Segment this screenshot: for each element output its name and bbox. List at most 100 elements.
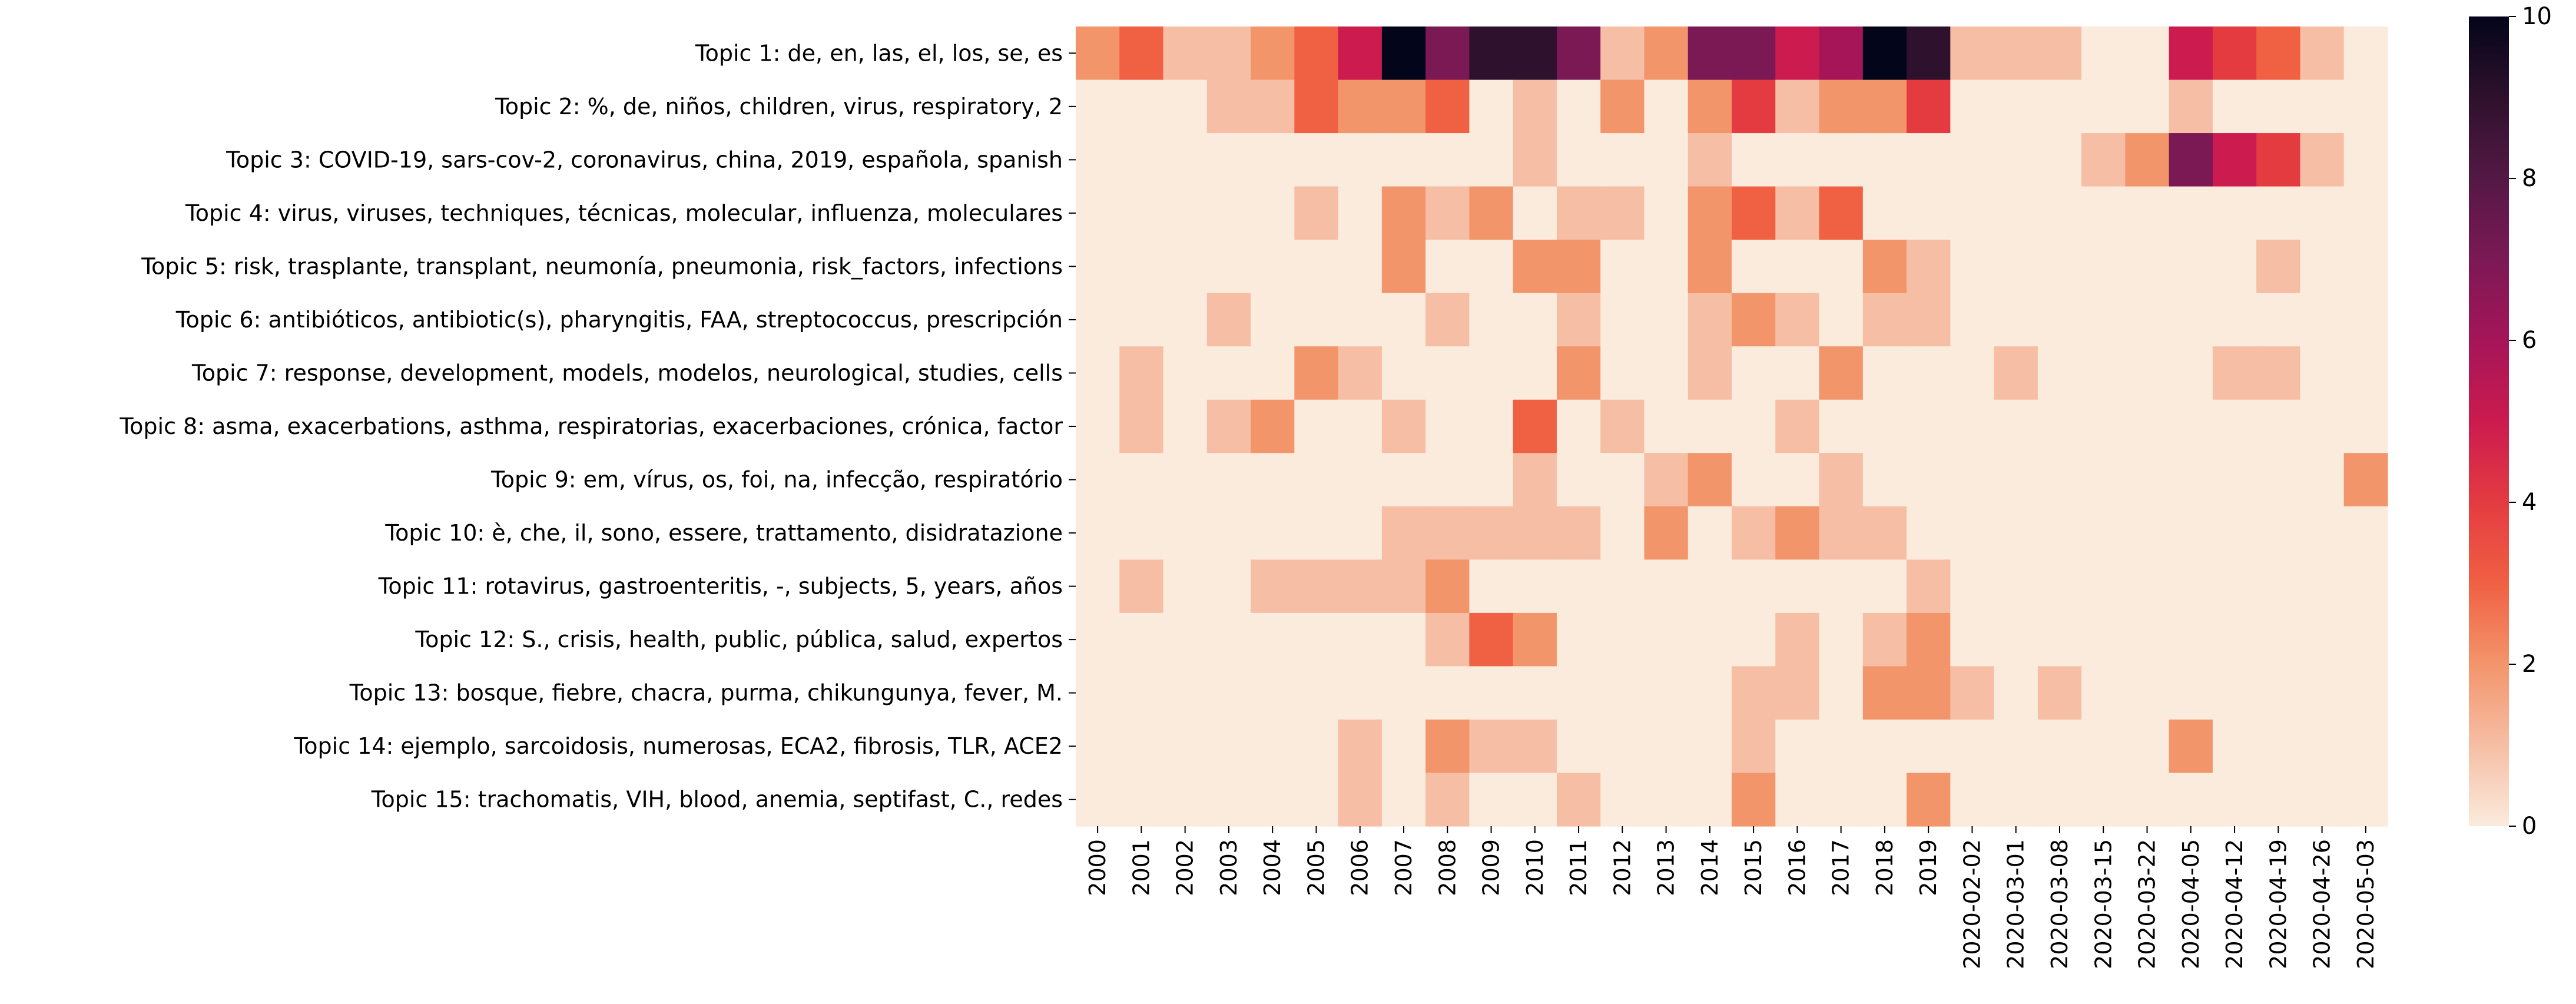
heatmap-cell [1862,666,1907,720]
heatmap-cell [2081,293,2126,347]
heatmap-cell [2037,186,2082,240]
row-label: Topic 6: antibióticos, antibiotic(s), ph… [175,307,1063,333]
heatmap-cell [1907,559,1951,614]
column-label: 2007 [1391,839,1417,896]
heatmap-cell [1819,399,1864,453]
heatmap-cell [1425,346,1470,400]
heatmap-cell [1907,612,1951,667]
heatmap-cell [1862,186,1907,240]
heatmap-cell [2343,133,2388,187]
heatmap-cell [2212,453,2257,507]
heatmap-cell [2037,773,2082,827]
heatmap-cell [1600,293,1645,347]
heatmap-cell [1600,506,1645,560]
heatmap-cell [1644,719,1689,774]
heatmap-cell [1294,559,1339,614]
column-label: 2020-04-19 [2265,839,2291,969]
heatmap-cell [1338,773,1383,827]
heatmap-cell [1381,773,1426,827]
heatmap-cell [2125,719,2170,774]
heatmap-cell [1556,240,1601,294]
heatmap-cell [1119,559,1164,614]
heatmap-cell [2256,186,2301,240]
heatmap-cell [2256,240,2301,294]
heatmap-cell [1600,719,1645,774]
heatmap-cell [1338,453,1383,507]
colorbar-tick-label: 8 [2522,165,2537,192]
heatmap-cell [1732,719,1776,774]
heatmap-cell [1862,26,1907,81]
heatmap-cell [1206,79,1251,134]
heatmap-cell [2300,612,2345,667]
heatmap-cell [1469,26,1514,81]
heatmap-cell [2212,399,2257,453]
heatmap-cell [1907,240,1951,294]
row-label: Topic 2: %, de, niños, children, virus, … [495,94,1063,120]
heatmap-cell [1206,240,1251,294]
heatmap-cell [2212,773,2257,827]
column-label: 2005 [1303,839,1329,896]
heatmap-cell [2081,773,2126,827]
row-label: Topic 15: trachomatis, VIH, blood, anemi… [371,787,1063,813]
heatmap-cell [1775,133,1820,187]
heatmap-cell [2343,26,2388,81]
column-label: 2019 [1915,839,1941,896]
heatmap-cell [1119,186,1164,240]
heatmap-cell [1076,773,1120,827]
colorbar-tick-label: 4 [2522,489,2537,516]
heatmap-cell [1381,79,1426,134]
column-label: 2020-04-05 [2178,839,2204,969]
heatmap-cell [2125,186,2170,240]
heatmap-cell [1163,559,1208,614]
heatmap-cell [2037,79,2082,134]
row-label: Topic 12: S., crisis, health, public, pú… [415,627,1063,652]
heatmap-cell [1206,719,1251,774]
heatmap-cell [1381,719,1426,774]
column-label: 2008 [1434,839,1460,896]
heatmap-cell [1251,719,1295,774]
heatmap-cell [2037,293,2082,347]
heatmap-cell [2169,240,2213,294]
heatmap-cell [1469,293,1514,347]
heatmap-cell [2169,453,2213,507]
heatmap-cell [1819,240,1864,294]
heatmap-cell [1163,453,1208,507]
column-label: 2013 [1653,839,1679,896]
heatmap-cell [1338,666,1383,720]
heatmap-cell [1119,719,1164,774]
heatmap-cell [2169,666,2213,720]
heatmap-cell [2125,240,2170,294]
heatmap-cell [2169,773,2213,827]
heatmap-cell [1513,612,1557,667]
heatmap-cell [1513,133,1557,187]
heatmap-cell [2037,612,2082,667]
heatmap-cell [2125,133,2170,187]
heatmap-cell [1513,79,1557,134]
heatmap-cell [1819,506,1864,560]
heatmap-cell [1600,133,1645,187]
heatmap-cell [1600,559,1645,614]
heatmap-cell [1994,26,2038,81]
heatmap-cell [2169,559,2213,614]
row-label: Topic 11: rotavirus, gastroenteritis, -,… [378,574,1063,599]
heatmap-cell [2037,559,2082,614]
heatmap-cell [1425,719,1470,774]
heatmap-cell [2256,346,2301,400]
heatmap-cell [2300,399,2345,453]
heatmap-cell [1862,612,1907,667]
heatmap-cell [1907,26,1951,81]
heatmap-cell [1251,26,1295,81]
heatmap-cell [1119,506,1164,560]
column-label: 2014 [1697,839,1723,896]
heatmap-cell [2256,26,2301,81]
heatmap-cell [2300,559,2345,614]
heatmap-cell [2169,346,2213,400]
heatmap-cell [1556,453,1601,507]
heatmap-cell [2300,26,2345,81]
heatmap-cell [1338,559,1383,614]
heatmap-cell [1556,612,1601,667]
heatmap-cell [1556,719,1601,774]
heatmap-cell [1775,773,1820,827]
heatmap-cell [1775,559,1820,614]
heatmap-cell [1862,240,1907,294]
